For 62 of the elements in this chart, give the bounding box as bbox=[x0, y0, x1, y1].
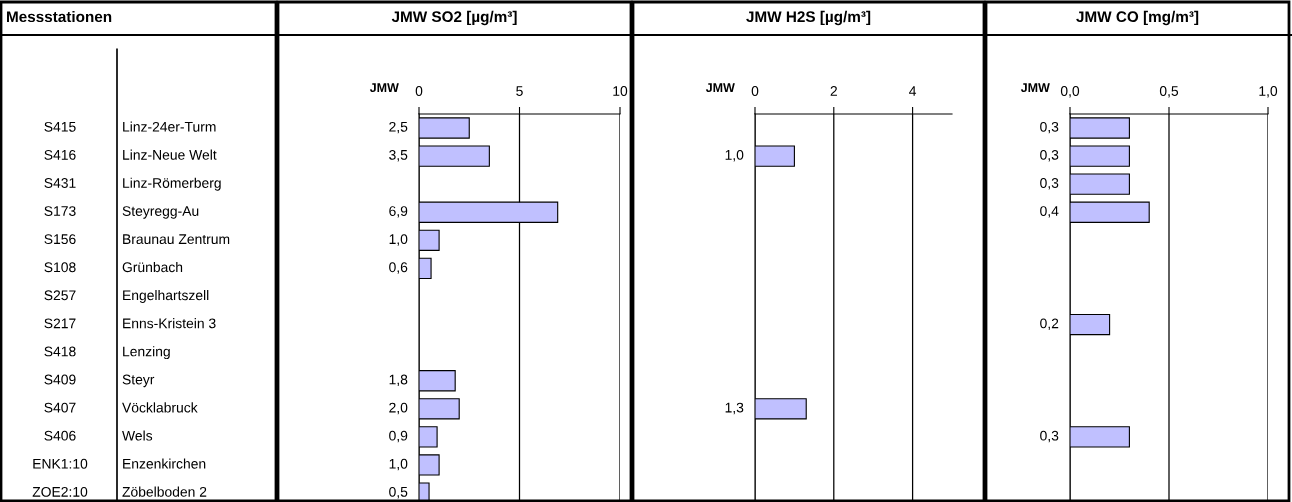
data-label: 2,0 bbox=[389, 402, 408, 415]
text: S407 bbox=[44, 402, 76, 413]
data-label: 0,5 bbox=[389, 486, 408, 499]
text: Grünbach bbox=[122, 261, 183, 273]
text: Vöcklabruck bbox=[122, 402, 198, 413]
text: S217 bbox=[44, 318, 76, 329]
x-tick-label: 10 bbox=[613, 86, 628, 96]
x-tick-label: 5 bbox=[516, 86, 523, 96]
text: Enzenkirchen bbox=[123, 458, 206, 469]
text: Linz-24er-Turm bbox=[123, 121, 216, 132]
data-label: 0,3 bbox=[1040, 121, 1059, 134]
chart-title: JMW CO [mg/m³] bbox=[1076, 10, 1199, 26]
data-label: 2,5 bbox=[389, 121, 408, 134]
text: ENK1:10 bbox=[33, 458, 88, 469]
text: Steyr bbox=[122, 374, 155, 388]
text: Wels bbox=[122, 430, 153, 441]
data-label: 3,5 bbox=[389, 149, 408, 162]
text: Braunau Zentrum bbox=[123, 234, 230, 245]
text: S173 bbox=[44, 206, 76, 216]
text: Engelhartszell bbox=[123, 290, 209, 303]
text: Lenzing bbox=[123, 346, 170, 360]
chart-title: JMW SO2 [µg/m³] bbox=[391, 10, 517, 26]
data-label: 0,3 bbox=[1040, 178, 1059, 190]
text: S431 bbox=[44, 178, 76, 188]
text: S257 bbox=[44, 290, 76, 301]
text: JMW bbox=[1020, 83, 1050, 93]
text: Linz-Römerberg bbox=[123, 177, 221, 191]
text: S409 bbox=[44, 374, 76, 385]
x-tick-label: 0 bbox=[415, 86, 423, 96]
data-label: 1,0 bbox=[389, 458, 408, 471]
text: S156 bbox=[44, 234, 76, 245]
x-tick-label: 0,0 bbox=[1060, 86, 1080, 98]
x-tick-label: 0,5 bbox=[1159, 86, 1179, 98]
text: Messstationen bbox=[7, 10, 112, 23]
data-label: 1,0 bbox=[725, 149, 744, 162]
text: S418 bbox=[44, 346, 76, 357]
data-label: 0,9 bbox=[389, 430, 408, 443]
text: Zöbelboden 2 bbox=[122, 486, 207, 497]
data-label: 0,3 bbox=[1040, 430, 1059, 443]
data-label: 6,9 bbox=[389, 206, 408, 218]
text: S108 bbox=[44, 262, 76, 273]
text: S406 bbox=[44, 430, 76, 441]
data-label: 1,3 bbox=[725, 402, 744, 415]
data-label: 0,4 bbox=[1040, 206, 1059, 218]
data-label: 0,6 bbox=[389, 262, 408, 274]
text: JMW bbox=[369, 83, 399, 93]
text: S415 bbox=[44, 121, 76, 132]
text: ZOE2:10 bbox=[32, 486, 88, 497]
text: Enns-Kristein 3 bbox=[123, 318, 216, 329]
data-label: 1,0 bbox=[389, 234, 408, 246]
text: S416 bbox=[44, 149, 76, 160]
x-tick-label: 0 bbox=[751, 86, 759, 96]
x-tick-label: 4 bbox=[909, 86, 917, 96]
x-tick-label: 2 bbox=[830, 86, 837, 96]
chart-title: JMW H2S [µg/m³] bbox=[746, 10, 871, 26]
text: Linz-Neue Welt bbox=[123, 149, 217, 160]
text: Steyregg-Au bbox=[122, 206, 199, 219]
text: JMW bbox=[705, 83, 735, 93]
data-label: 0,3 bbox=[1040, 149, 1059, 162]
data-label: 0,2 bbox=[1040, 318, 1059, 330]
data-label: 1,8 bbox=[389, 374, 408, 387]
x-tick-label: 1,0 bbox=[1259, 86, 1278, 98]
